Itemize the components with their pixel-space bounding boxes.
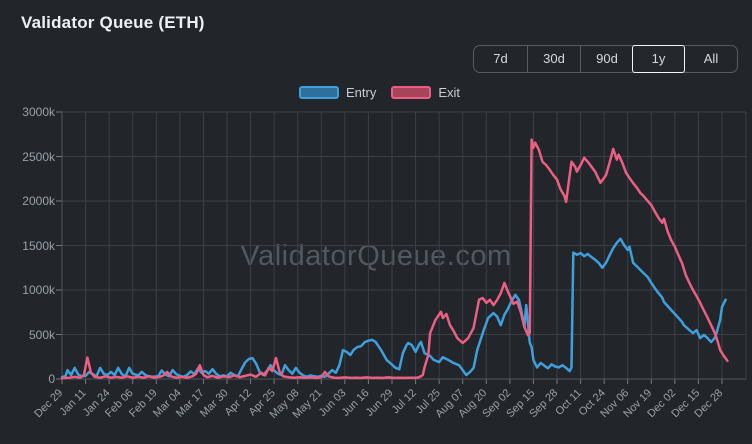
y-axis-label: 1500k [22,238,55,253]
entry-series-line [60,237,727,379]
y-axis-label: 2500k [22,149,55,164]
legend-label-exit: Exit [438,85,461,100]
legend-item-exit[interactable]: Exit [391,85,460,100]
y-axis-label: 500k [28,327,55,342]
range-button-30d[interactable]: 30d [527,46,580,72]
page-title: Validator Queue (ETH) [21,13,205,32]
entry-series-swatch-icon [299,86,339,99]
legend-item-entry[interactable]: Entry [299,85,376,100]
legend-label-entry: Entry [346,85,377,100]
y-axis-label: 2000k [22,194,55,208]
exit-series-line [60,138,729,380]
y-axis-label: 0 [48,372,55,386]
range-button-90d[interactable]: 90d [580,46,633,72]
y-axis-label: 3000k [22,105,55,119]
exit-series-swatch-icon [391,86,432,99]
range-button-all[interactable]: All [684,46,737,72]
range-button-1y[interactable]: 1y [632,45,685,73]
y-axis-label: 1000k [22,283,55,297]
range-selector: 7d 30d 90d 1y All [473,45,738,73]
legend: Entry Exit [299,85,460,100]
range-button-7d[interactable]: 7d [474,46,527,72]
